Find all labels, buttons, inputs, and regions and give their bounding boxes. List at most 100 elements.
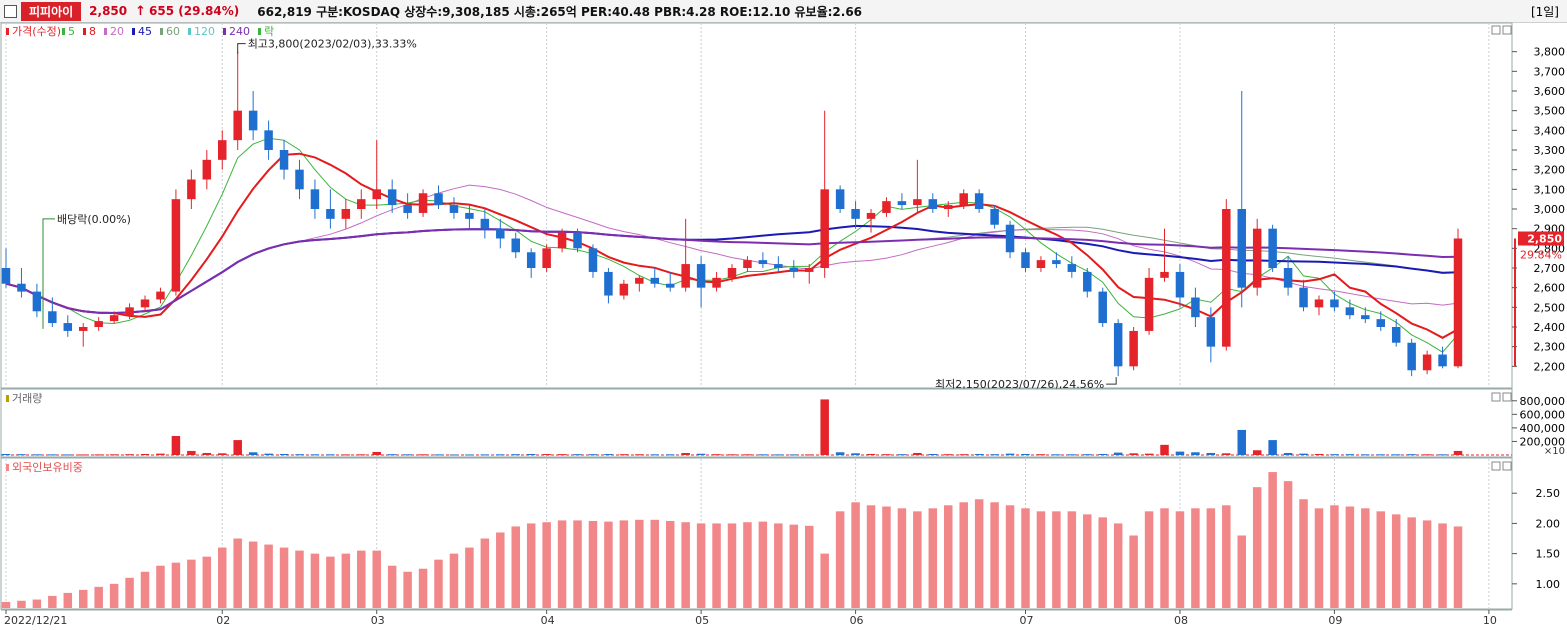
price-tick-label: 2,400 (1534, 321, 1566, 334)
volume-tick-label: 600,000 (1520, 408, 1566, 421)
volume-bar (496, 454, 505, 456)
legend-label: 60 (166, 25, 180, 38)
foreign-bar (1361, 508, 1370, 608)
foreign-bar (218, 547, 227, 608)
stock-name[interactable]: 피피아이 (21, 1, 82, 21)
legend-marker (160, 28, 163, 35)
stock-info: 662,819 구분:KOSDAQ 상장수:9,308,185 시총:265억 … (257, 4, 863, 19)
price-tick-label: 3,100 (1534, 183, 1566, 196)
candle-body (635, 277, 644, 284)
foreign-bar (109, 583, 119, 608)
volume-bar (758, 454, 768, 456)
x-tick-label: 06 (850, 614, 864, 627)
candle-body (233, 110, 242, 141)
volume-bar (573, 454, 582, 456)
volume-multiplier: ×10 (1544, 446, 1565, 457)
foreign-bar (1222, 505, 1231, 608)
legend-marker (104, 28, 107, 35)
candle-body (434, 193, 443, 206)
volume-bar (1052, 454, 1061, 456)
period-selector[interactable]: [1일] (1530, 5, 1559, 19)
close-icon[interactable] (1502, 25, 1512, 35)
volume-bar (1268, 440, 1277, 455)
foreign-bar (1407, 517, 1416, 608)
volume-bar (1391, 454, 1401, 456)
volume-bar (1438, 454, 1447, 456)
candle-body (63, 323, 73, 331)
candle-body (789, 268, 799, 272)
foreign-bar (372, 550, 381, 608)
volume-close-icon[interactable] (1502, 392, 1512, 402)
foreign-bar (542, 522, 551, 608)
volume-bar (681, 452, 690, 455)
volume-bar (295, 454, 304, 456)
foreign-bar (635, 519, 644, 608)
foreign-bar (1175, 511, 1185, 608)
candle-body (1175, 271, 1185, 298)
foreign-bar (94, 586, 103, 608)
foreign-minimize-icon[interactable] (1491, 461, 1501, 471)
volume-bar (233, 440, 242, 455)
foreign-bar (1268, 472, 1277, 608)
volume-bar (434, 454, 443, 456)
legend-label: 20 (110, 25, 124, 38)
foreign-bar (804, 525, 814, 608)
price-tick-label: 2,700 (1534, 262, 1566, 275)
foreign-bar (511, 526, 520, 608)
foreign-bar (835, 511, 845, 608)
candle-body (248, 110, 258, 131)
foreign-bar (279, 547, 289, 608)
foreign-bar (1453, 526, 1463, 608)
volume-bar (1206, 452, 1216, 455)
volume-bar (63, 454, 73, 456)
candle-body (387, 189, 397, 206)
select-checkbox[interactable] (4, 4, 17, 18)
volume-bar (140, 453, 150, 455)
foreign-bar (418, 568, 428, 608)
foreign-bar (1283, 481, 1293, 608)
foreign-tick-label: 2.00 (1536, 517, 1561, 530)
foreign-bar (434, 559, 443, 608)
volume-legend-marker (6, 395, 9, 402)
foreign-bar (1206, 508, 1216, 608)
x-axis: 2022/12/21 02 03 04 05 06 07 08 09 10 (1, 609, 1512, 627)
volume-bar (1283, 452, 1293, 455)
price-change: 655 (29.84%) (149, 4, 239, 18)
volume-bar (1299, 453, 1308, 455)
foreign-bar (1191, 508, 1200, 608)
legend-marker (83, 28, 86, 35)
minimize-icon[interactable] (1491, 25, 1501, 35)
price-panel-frame (0, 22, 1513, 389)
volume-bar (187, 450, 196, 455)
price-tick-label: 3,500 (1534, 105, 1566, 118)
legend-marker (62, 28, 65, 35)
candle-body (218, 140, 227, 160)
volume-minimize-icon[interactable] (1491, 392, 1501, 402)
foreign-title: 외국인보유비중 (12, 461, 83, 474)
foreign-bar (557, 520, 567, 608)
volume-bar (851, 453, 860, 455)
volume-bar (526, 453, 536, 455)
candle-body (1036, 260, 1046, 268)
volume-bar (820, 399, 829, 455)
volume-bar (279, 453, 289, 455)
candle-body (48, 311, 57, 324)
candle-body (109, 315, 119, 322)
foreign-close-icon[interactable] (1502, 461, 1512, 471)
foreign-bar (789, 524, 799, 608)
foreign-bar (480, 538, 490, 608)
volume-bar (696, 453, 706, 455)
volume-bar (1222, 453, 1231, 455)
candle-body (1067, 264, 1077, 272)
volume-bar (1314, 453, 1324, 455)
candle-body (1330, 299, 1339, 308)
volume-bar (1453, 450, 1463, 455)
legend-label: 45 (138, 25, 152, 38)
candle-body (1407, 342, 1416, 371)
volume-bar (882, 454, 891, 456)
foreign-bar (156, 565, 165, 608)
last-price-tag: 2,850 (1527, 233, 1562, 246)
volume-bar (17, 454, 26, 456)
volume-bar (1005, 453, 1015, 455)
